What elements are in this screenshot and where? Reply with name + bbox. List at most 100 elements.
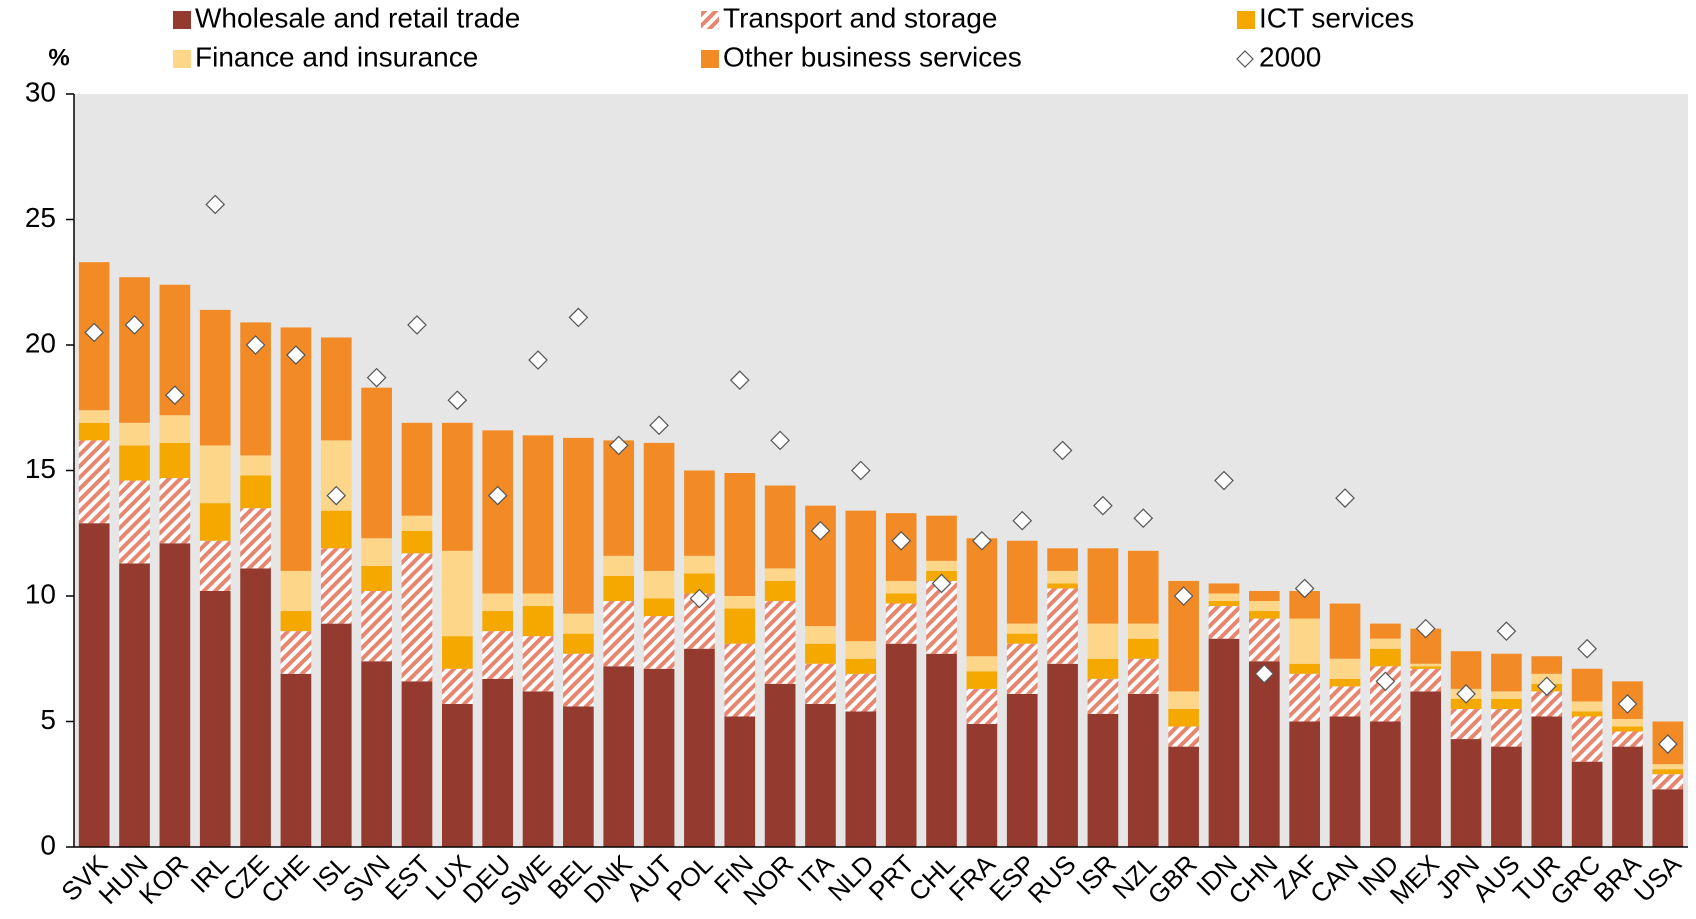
- bar-segment: [926, 653, 957, 847]
- bar-segment: [482, 678, 514, 847]
- bar-segment: [199, 540, 231, 591]
- legend-swatch: [701, 50, 719, 68]
- bar-segment: [885, 593, 917, 604]
- bar-segment: [361, 565, 392, 591]
- bar-segment: [240, 508, 271, 569]
- y-axis-unit: %: [48, 44, 69, 71]
- marker-2000: [84, 322, 105, 343]
- y-tick-label: 0: [40, 829, 56, 860]
- bar-segment: [1491, 698, 1522, 709]
- bar-segment: [1248, 601, 1280, 612]
- bar-segment: [1491, 691, 1522, 699]
- bar-segment: [1248, 661, 1280, 847]
- marker-2000: [850, 460, 871, 481]
- legend-marker: [1236, 50, 1254, 68]
- bar-segment: [1571, 711, 1603, 717]
- marker-2000: [1456, 684, 1476, 704]
- bar-segment: [1006, 693, 1038, 847]
- marker-2000: [810, 520, 831, 541]
- y-tick-label: 15: [25, 453, 56, 484]
- bar-segment: [199, 590, 231, 847]
- bar-segment: [1289, 663, 1321, 674]
- bar-segment: [240, 475, 271, 509]
- marker-2000: [1496, 621, 1517, 641]
- y-tick-label: 25: [25, 202, 56, 233]
- bar-segment: [1410, 666, 1442, 669]
- bar-segment: [1127, 693, 1159, 847]
- bar-segment: [78, 422, 110, 441]
- bar-segment: [199, 309, 231, 446]
- legend-label: Finance and insurance: [195, 41, 478, 72]
- bar-segment: [966, 688, 998, 725]
- bar-segment: [643, 616, 675, 669]
- bar-segment: [1168, 746, 1199, 847]
- bar-segment: [1652, 769, 1684, 775]
- bar-segment: [78, 410, 110, 423]
- bar-segment: [280, 673, 312, 847]
- bar-segment: [764, 601, 796, 684]
- bar-segment: [78, 440, 110, 524]
- bar-segment: [280, 611, 312, 632]
- marker-2000: [1294, 578, 1315, 599]
- bar-segment: [845, 673, 877, 712]
- bar-segment: [441, 703, 473, 847]
- marker-2000: [407, 315, 427, 335]
- bar-segment: [1370, 638, 1401, 649]
- bar-segment: [1329, 686, 1361, 717]
- bar-segment: [603, 601, 635, 667]
- bar-segment: [805, 626, 836, 644]
- bar-segment: [1571, 668, 1603, 702]
- legend-swatch: [173, 50, 191, 68]
- marker-2000: [568, 307, 589, 328]
- bar-segment: [441, 550, 473, 637]
- bar-segment: [482, 430, 514, 594]
- legend-label: ICT services: [1259, 2, 1414, 33]
- bar-segment: [1370, 721, 1401, 847]
- bar-segment: [1571, 716, 1603, 762]
- bar-segment: [522, 435, 554, 594]
- bar-segment: [361, 590, 392, 662]
- bar-segment: [119, 445, 150, 481]
- bar-segment: [1531, 716, 1563, 847]
- bar-segment: [1047, 663, 1078, 847]
- bar-segment: [966, 538, 998, 657]
- bar-segment: [320, 337, 352, 441]
- bar-segment: [199, 445, 231, 504]
- bar-segment: [845, 510, 877, 642]
- bar-segment: [401, 515, 433, 531]
- bar-segment: [361, 387, 392, 539]
- bar-segment: [643, 442, 675, 571]
- bar-segment: [159, 478, 191, 544]
- bar-segment: [724, 596, 756, 609]
- bar-segment: [1208, 601, 1240, 607]
- bar-segment: [1450, 708, 1482, 740]
- bar-segment: [1127, 623, 1159, 639]
- bar-segment: [1491, 653, 1522, 692]
- bar-segment: [1370, 648, 1401, 667]
- bar-segment: [845, 711, 877, 847]
- bar-segment: [1047, 583, 1078, 589]
- legend-swatch: [173, 11, 191, 29]
- legend-swatch: [1237, 11, 1255, 29]
- bar-segment: [1168, 726, 1199, 747]
- bar-segment: [885, 580, 917, 594]
- bar-segment: [1168, 691, 1199, 709]
- y-tick-label: 10: [25, 578, 56, 609]
- bar-segment: [1410, 663, 1442, 667]
- bar-segment: [724, 716, 756, 847]
- marker-2000: [326, 485, 347, 506]
- marker-2000: [931, 573, 952, 594]
- marker-2000: [286, 345, 306, 365]
- bar-segment: [1047, 570, 1078, 584]
- bar-segment: [1410, 668, 1442, 692]
- bar-segment: [1087, 713, 1119, 847]
- y-tick-label: 30: [25, 76, 56, 107]
- bar-segment: [1450, 651, 1482, 689]
- bar-segment: [764, 568, 796, 581]
- bar-segment: [1329, 603, 1361, 659]
- legend-label: Other business services: [723, 41, 1022, 72]
- bar-segment: [401, 681, 433, 847]
- bar-segment: [563, 633, 594, 654]
- marker-2000: [1577, 638, 1597, 659]
